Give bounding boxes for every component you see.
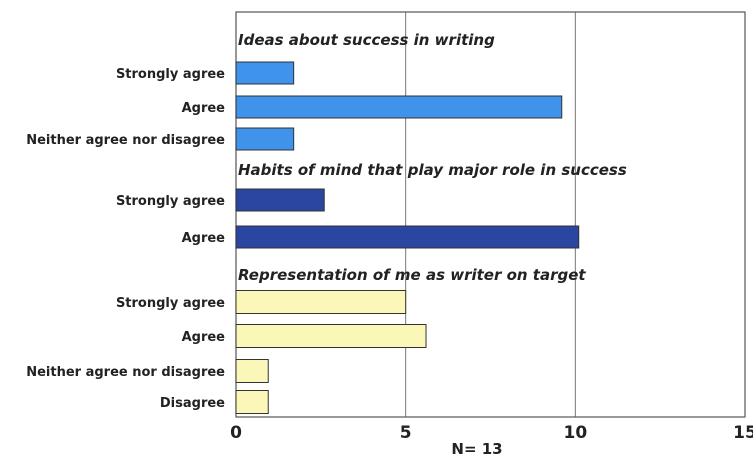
- x-tick-label-0: 0: [230, 423, 242, 443]
- gridlines: [405, 12, 576, 417]
- x-tick-label-10: 10: [563, 423, 587, 443]
- category-label-group3-2: Agree: [182, 330, 226, 345]
- category-label-group3-4: Disagree: [160, 396, 225, 411]
- group-title-3: Representation of me as writer on target: [238, 266, 586, 284]
- bar-group1-2: [235, 95, 563, 119]
- x-tick-label-5: 5: [400, 423, 412, 443]
- sample-size-label: N= 13: [451, 440, 502, 458]
- bar-group1-1: [235, 61, 295, 85]
- bar-group3-1: [235, 290, 407, 314]
- bar-group2-2: [235, 225, 580, 249]
- bar-group3-4: [235, 390, 269, 414]
- bar-group3-3: [235, 359, 269, 383]
- category-label-group2-1: Strongly agree: [116, 194, 225, 209]
- group-title-1: Ideas about success in writing: [238, 31, 495, 49]
- x-tick-label-15: 15: [733, 423, 753, 443]
- category-label-group3-3: Neither agree nor disagree: [26, 365, 225, 380]
- category-label-group3-1: Strongly agree: [116, 296, 225, 311]
- plot-frame: [235, 11, 746, 418]
- bars: [235, 61, 580, 414]
- x-axis-ticks: 0 5 10 15: [230, 423, 753, 443]
- category-label-group1-3: Neither agree nor disagree: [26, 133, 225, 148]
- category-label-group1-2: Agree: [182, 101, 226, 116]
- group-titles: Ideas about success in writing Habits of …: [238, 31, 627, 284]
- group-title-2: Habits of mind that play major role in s…: [238, 161, 627, 179]
- bar-group3-2: [235, 324, 427, 348]
- category-label-group2-2: Agree: [182, 231, 226, 246]
- bar-group1-3: [235, 127, 295, 151]
- category-label-group1-1: Strongly agree: [116, 67, 225, 82]
- bar-group2-1: [235, 188, 325, 212]
- category-labels: Strongly agree Agree Neither agree nor dis…: [26, 67, 225, 411]
